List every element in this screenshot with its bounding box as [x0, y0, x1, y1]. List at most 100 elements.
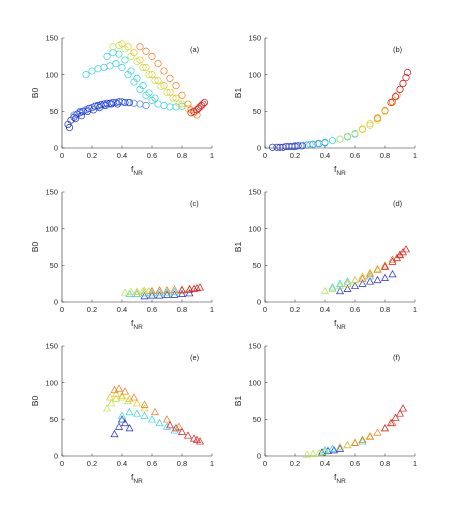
data-series	[268, 142, 307, 151]
data-point	[328, 284, 337, 292]
data-point	[82, 71, 90, 79]
y-tick-label: 150	[45, 188, 58, 197]
x-axis-label: fNR	[131, 164, 143, 177]
data-point	[133, 409, 141, 417]
data-point	[328, 137, 337, 145]
data-point	[366, 270, 374, 278]
data-point	[115, 50, 123, 58]
data-point	[336, 279, 344, 287]
data-point	[160, 101, 168, 110]
data-point	[393, 91, 401, 99]
data-point	[330, 446, 338, 454]
data-point	[391, 93, 400, 101]
x-tick-label: 1	[413, 305, 417, 314]
data-point	[115, 384, 123, 392]
data-series	[336, 270, 397, 295]
axis-lines	[61, 346, 212, 457]
y-axis-label: B0	[30, 242, 40, 253]
x-tick-label: 1	[210, 305, 214, 314]
x-tick-label: 0.4	[117, 305, 127, 314]
data-point	[358, 274, 367, 282]
data-point	[199, 100, 207, 108]
data-point	[351, 281, 359, 289]
data-point	[139, 82, 147, 90]
data-point	[127, 287, 135, 295]
data-point	[196, 437, 204, 445]
data-point	[315, 140, 323, 148]
y-tick-label: 0	[54, 452, 58, 461]
y-tick-label: 50	[50, 107, 58, 116]
data-point	[291, 142, 299, 150]
y-tick-label: 50	[50, 261, 58, 270]
x-tick-label: 0.8	[177, 305, 187, 314]
data-point	[366, 268, 374, 276]
data-point	[391, 413, 400, 421]
y-tick-label: 150	[45, 342, 58, 351]
x-tick-label: 0.2	[290, 459, 300, 468]
y-tick-label: 0	[257, 144, 261, 153]
data-point	[95, 104, 104, 112]
y-tick-label: 0	[257, 298, 261, 307]
data-point	[343, 277, 352, 285]
data-point	[103, 404, 111, 412]
data-series	[148, 284, 194, 295]
data-series	[70, 98, 150, 119]
data-point	[175, 100, 183, 108]
data-point	[172, 82, 180, 90]
y-axis-label: B0	[30, 396, 40, 407]
data-point	[118, 393, 126, 401]
data-point	[366, 272, 374, 280]
data-point	[351, 438, 359, 446]
y-tick-label: 150	[248, 188, 261, 197]
data-point	[358, 435, 367, 443]
data-point	[178, 427, 186, 435]
y-axis-label: B1	[233, 396, 243, 407]
y-tick-label: 100	[248, 224, 261, 233]
data-point	[190, 434, 198, 442]
data-point	[343, 132, 352, 140]
data-point	[118, 391, 126, 399]
x-tick-label: 0.6	[147, 151, 157, 160]
y-axis-label: B0	[30, 88, 40, 99]
data-point	[178, 100, 186, 108]
data-point	[154, 100, 162, 108]
data-point	[343, 284, 352, 292]
data-point	[358, 437, 367, 445]
data-point	[170, 287, 179, 295]
data-point	[172, 424, 180, 432]
y-tick-label: 0	[54, 144, 58, 153]
panel-a: 0 0.2 0.4 0.6 0.8 1 0 50 100 150 B0 fNR (a)	[30, 34, 214, 177]
data-point	[82, 106, 90, 114]
data-point	[121, 56, 129, 64]
data-series	[110, 384, 183, 430]
data-series	[351, 418, 397, 446]
data-point	[282, 142, 290, 151]
data-point	[381, 261, 389, 269]
data-point	[328, 444, 337, 452]
data-point	[151, 94, 159, 102]
data-point	[133, 74, 141, 82]
data-point	[358, 125, 367, 133]
data-point	[118, 415, 126, 423]
data-point	[336, 281, 344, 289]
panel-tag: (f)	[393, 353, 401, 362]
data-point	[155, 288, 164, 296]
data-point	[127, 67, 135, 75]
data-series	[321, 437, 367, 454]
x-tick-label: 0.8	[177, 151, 187, 160]
panel-tag: (e)	[190, 353, 200, 362]
data-point	[366, 277, 374, 285]
panel-f: 0 0.2 0.4 0.6 0.8 1 0 50 100 150 B1 fNR (f)	[233, 342, 417, 485]
x-tick-label: 0.2	[290, 305, 300, 314]
data-point	[118, 40, 126, 48]
x-tick-label: 0.2	[290, 151, 300, 160]
data-point	[140, 411, 149, 419]
data-point	[381, 107, 389, 115]
data-point	[142, 63, 150, 71]
x-tick-label: 1	[210, 459, 214, 468]
data-point	[373, 114, 382, 122]
y-tick-label: 100	[45, 378, 58, 387]
data-point	[163, 88, 171, 96]
data-point	[112, 394, 120, 402]
data-point	[110, 429, 119, 438]
